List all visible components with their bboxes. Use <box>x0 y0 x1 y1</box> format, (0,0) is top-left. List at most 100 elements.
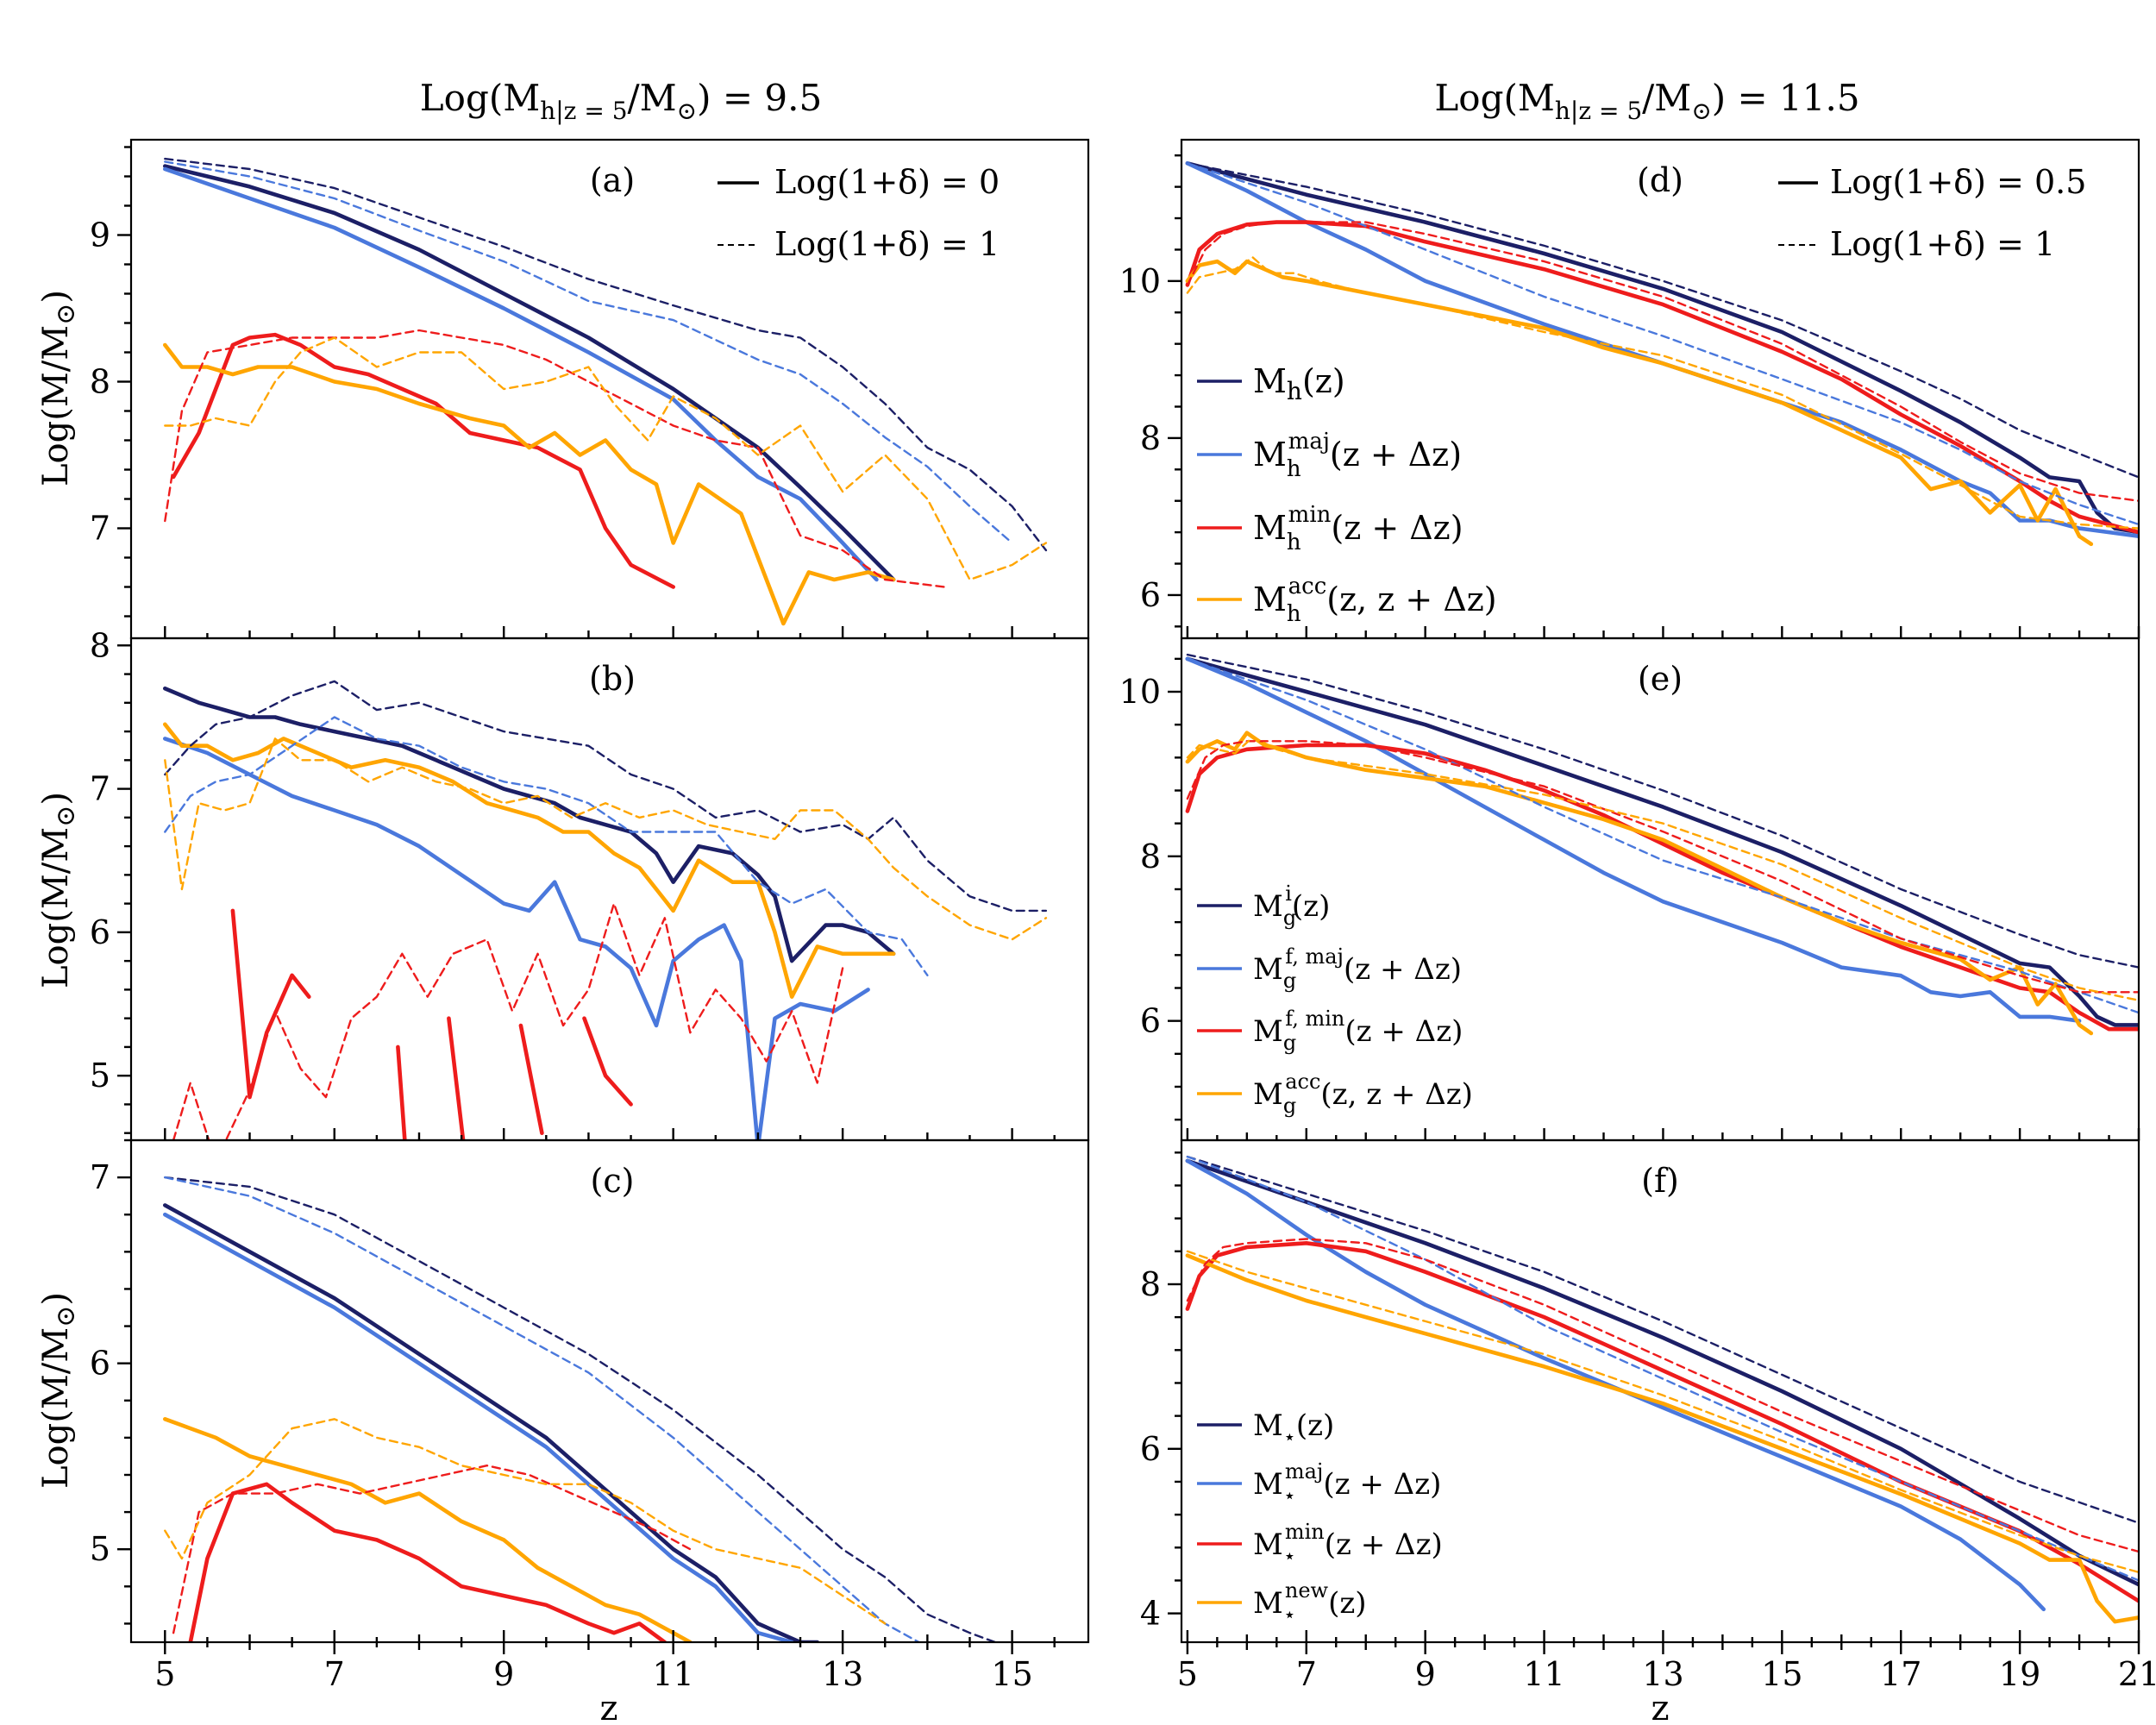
x-tick-label-f: 11 <box>1523 1655 1564 1693</box>
panel-label-c: (c) <box>591 1162 635 1200</box>
x-tick-label-f: 7 <box>1296 1655 1317 1693</box>
series-line-b-2 <box>230 908 311 1100</box>
series-legend-d: Mh(z) Mhmaj(z + Δz) Mhmin(z + Δz) Mhacc(… <box>1197 362 1497 627</box>
panel-f: 5 7 9 11 13 15 17 19 21 4 6 8 (f) <box>1140 1138 2156 1693</box>
series-line-e-6 <box>1186 740 2139 994</box>
series-line-d-3 <box>1185 259 2094 547</box>
y-tick-label-b: 7 <box>90 770 110 808</box>
series-line-c-1 <box>163 1212 794 1642</box>
y-tick-label-e: 8 <box>1140 837 1161 875</box>
series-line-b-11 <box>164 737 1048 941</box>
x-tick-label-f: 21 <box>2118 1655 2156 1693</box>
series-group-a <box>163 157 1048 626</box>
series-line-b-8 <box>164 680 1048 913</box>
style-legend-left-dashed-label: Log(1+δ) = 1 <box>774 225 1000 263</box>
series-line-e-4 <box>1186 653 2139 969</box>
series-line-a-6 <box>164 329 946 588</box>
series-line-b-4 <box>447 1016 466 1140</box>
series-line-b-3 <box>396 1044 407 1140</box>
y-tick-label-b: 6 <box>90 913 110 951</box>
panel-label-a: (a) <box>590 161 635 199</box>
series-line-f-3 <box>1185 1253 2139 1624</box>
x-tick-label-f: 13 <box>1642 1655 1683 1693</box>
y-tick-label-d: 10 <box>1119 262 1161 300</box>
series-group-d <box>1185 161 2139 547</box>
x-tick-label-c: 5 <box>154 1655 175 1693</box>
style-legend-right-dashed-label: Log(1+δ) = 1 <box>1830 225 2055 263</box>
y-tick-label-d: 8 <box>1140 419 1161 457</box>
series-line-a-0 <box>163 164 896 582</box>
x-tick-label-c: 7 <box>324 1655 345 1693</box>
style-legend-left: Log(1+δ) = 0 Log(1+δ) = 1 <box>718 163 1000 263</box>
series-line-a-2 <box>171 332 676 589</box>
panel-label-b: (b) <box>589 660 636 698</box>
panel-a: 7 8 9 (a) <box>90 138 1090 640</box>
series-line-a-1 <box>163 166 879 582</box>
x-tick-label-f: 9 <box>1415 1655 1436 1693</box>
panel-frame-c <box>129 1138 1090 1644</box>
y-tick-label-f: 6 <box>1140 1430 1161 1468</box>
series-group-f <box>1185 1155 2139 1624</box>
legend-e-mgmin-label: Mgf, min(z + Δz) <box>1253 1007 1463 1055</box>
series-line-a-4 <box>164 157 1048 552</box>
y-tick-label-f: 8 <box>1140 1265 1161 1303</box>
series-line-b-10 <box>172 902 844 1140</box>
series-line-c-4 <box>164 1176 997 1642</box>
panel-label-d: (d) <box>1637 161 1683 199</box>
x-tick-label-f: 5 <box>1177 1655 1198 1693</box>
y-tick-label-a: 7 <box>90 510 110 548</box>
series-line-e-2 <box>1185 743 2139 1032</box>
series-line-f-5 <box>1186 1155 2139 1582</box>
series-line-e-0 <box>1185 656 2139 1027</box>
legend-e-mgi-label: Mgi(z) <box>1253 881 1330 930</box>
y-tick-label-c: 5 <box>90 1530 110 1568</box>
series-line-d-7 <box>1186 256 2139 530</box>
legend-f-msmaj-label: M⋆maj(z + Δz) <box>1253 1459 1441 1508</box>
series-line-d-6 <box>1186 221 2139 502</box>
y-tick-label-e: 10 <box>1119 673 1161 711</box>
series-line-c-7 <box>164 1418 887 1625</box>
legend-d-mhmin-label: Mhmin(z + Δz) <box>1253 502 1463 555</box>
column-title-right: Log(Mh|z = 5/M⊙) = 11.5 <box>1434 77 1859 125</box>
series-line-e-5 <box>1186 657 2139 1014</box>
series-line-f-0 <box>1185 1158 2139 1587</box>
series-line-a-5 <box>164 160 1013 544</box>
series-line-f-6 <box>1186 1238 2139 1553</box>
series-group-e <box>1185 653 2139 1036</box>
series-line-f-7 <box>1186 1250 2139 1574</box>
x-axis-label-right: z <box>1651 1689 1669 1725</box>
x-axis-label-left: z <box>599 1689 617 1725</box>
series-group-b <box>163 680 1048 1140</box>
y-tick-label-b: 8 <box>90 626 110 664</box>
series-line-c-3 <box>163 1417 693 1642</box>
series-line-e-7 <box>1186 736 2139 1002</box>
series-line-d-0 <box>1185 161 2139 535</box>
series-legend-f: M⋆(z) M⋆maj(z + Δz) M⋆min(z + Δz) M⋆new(… <box>1197 1408 1443 1627</box>
series-line-d-4 <box>1186 162 2139 479</box>
series-line-c-0 <box>163 1203 820 1642</box>
x-tick-label-c: 11 <box>652 1655 693 1693</box>
series-line-c-2 <box>188 1482 667 1642</box>
panel-label-e: (e) <box>1638 660 1683 698</box>
legend-e-mgacc-label: Mgacc(z, z + Δz) <box>1253 1070 1473 1118</box>
series-line-f-4 <box>1186 1155 2139 1524</box>
legend-f-msmin-label: M⋆min(z + Δz) <box>1253 1520 1443 1568</box>
style-legend-right: Log(1+δ) = 0.5 Log(1+δ) = 1 <box>1778 163 2086 263</box>
panel-label-f: (f) <box>1641 1162 1679 1200</box>
series-line-b-5 <box>518 1023 544 1135</box>
x-tick-label-c: 13 <box>822 1655 863 1693</box>
x-tick-label-c: 15 <box>991 1655 1032 1693</box>
panel-d: 6 8 10 (d) <box>1119 138 2140 640</box>
series-line-a-7 <box>164 336 1048 581</box>
y-tick-label-a: 8 <box>90 363 110 401</box>
legend-d-mhmaj-label: Mhmaj(z + Δz) <box>1253 429 1462 482</box>
series-legend-e: Mgi(z) Mgf, maj(z + Δz) Mgf, min(z + Δz)… <box>1197 881 1473 1118</box>
y-tick-label-c: 6 <box>90 1345 110 1383</box>
panel-b: 5 6 7 8 (b) <box>90 626 1090 1142</box>
series-line-b-0 <box>163 686 896 963</box>
panel-c: 5 7 9 11 13 15 5 6 7 (c) <box>90 1138 1090 1693</box>
y-tick-label-e: 6 <box>1140 1002 1161 1040</box>
legend-f-ms-label: M⋆(z) <box>1253 1408 1334 1449</box>
